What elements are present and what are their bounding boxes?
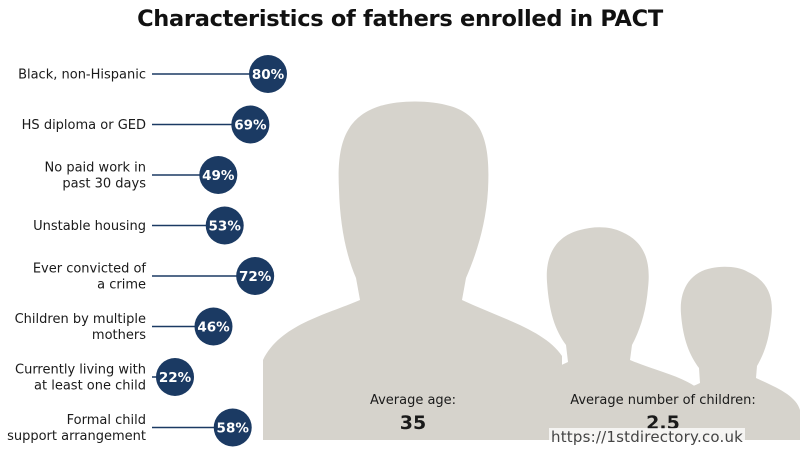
stat-label: Average number of children:: [570, 393, 756, 408]
value-label: 72%: [239, 269, 272, 285]
value-marker: [156, 358, 194, 396]
watermark-text: https://1stdirectory.co.uk: [549, 428, 746, 446]
data-row: Ever convicted ofa crime 72%: [33, 257, 275, 295]
silhouettes: [263, 101, 800, 440]
category-label: Currently living with: [15, 363, 146, 378]
category-label: Black, non-Hispanic: [18, 68, 146, 83]
value-marker: [199, 156, 238, 194]
value-label: 22%: [159, 370, 192, 386]
category-label: at least one child: [34, 379, 146, 394]
value-marker: [249, 55, 287, 93]
value-marker: [231, 105, 270, 144]
adult-silhouette-icon: [263, 101, 562, 440]
category-label: No paid work in: [45, 161, 146, 176]
chart-title: Characteristics of fathers enrolled in P…: [137, 6, 663, 32]
data-rows: Black, non-Hispanic 80% HS diploma or GED 6…: [7, 55, 287, 447]
category-label: Ever convicted of: [33, 262, 147, 277]
value-label: 69%: [234, 118, 267, 134]
value-label: 53%: [209, 219, 242, 235]
data-row: Unstable housing 53%: [33, 206, 244, 245]
stat-average-age: Average age: 35: [370, 393, 456, 434]
value-label: 80%: [252, 67, 285, 83]
child-silhouette-icon: [496, 227, 704, 440]
value-marker: [194, 307, 233, 346]
value-marker: [205, 206, 244, 245]
category-label: a crime: [97, 278, 146, 293]
category-label: Formal child: [67, 413, 146, 428]
stat-label: Average age:: [370, 393, 456, 408]
category-label: support arrangement: [7, 429, 146, 444]
category-label: Children by multiple: [15, 312, 146, 327]
value-marker: [236, 257, 275, 295]
category-label: mothers: [92, 328, 146, 343]
value-label: 49%: [202, 168, 235, 184]
category-label: past 30 days: [62, 177, 146, 192]
category-label: Unstable housing: [33, 219, 146, 234]
child-silhouette-icon: [642, 266, 800, 440]
data-row: Black, non-Hispanic 80%: [18, 55, 287, 93]
value-label: 46%: [197, 320, 230, 336]
stat-value: 35: [400, 412, 426, 434]
data-row: HS diploma or GED 69%: [22, 105, 270, 144]
category-label: HS diploma or GED: [22, 118, 146, 133]
value-label: 58%: [217, 421, 250, 437]
value-marker: [213, 408, 252, 447]
